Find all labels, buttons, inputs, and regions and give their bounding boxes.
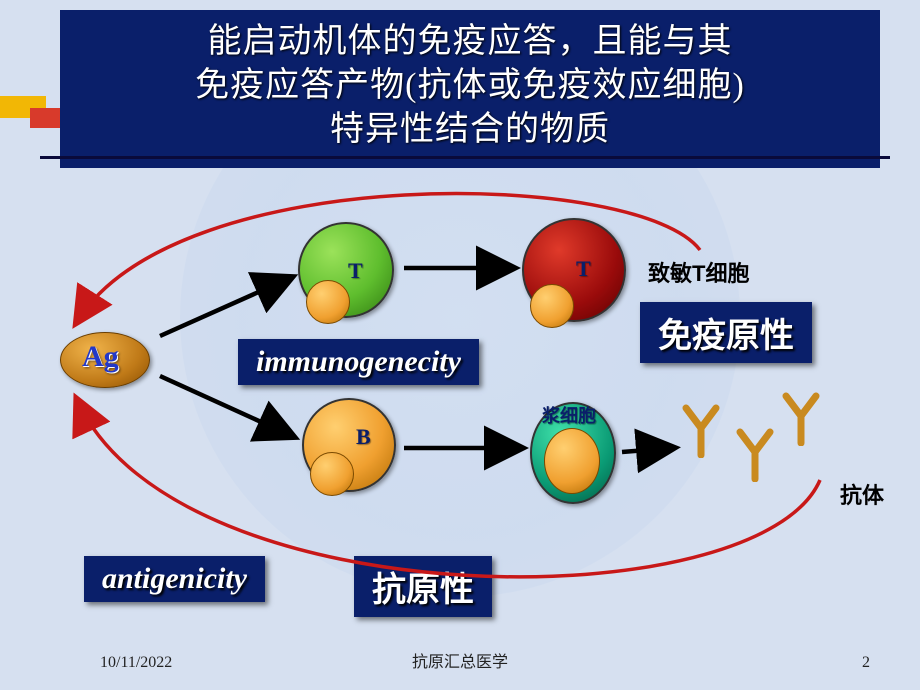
t-primed-letter: T bbox=[576, 256, 591, 282]
t-naive-nucleus bbox=[306, 280, 350, 324]
footer-page: 2 bbox=[862, 654, 870, 672]
antigenicity-cn-box: 抗原性 bbox=[354, 556, 492, 617]
title-line2: 免疫应答产物(抗体或免疫效应细胞) bbox=[80, 64, 860, 108]
immunogenecity-en: immunogenecity bbox=[256, 345, 461, 378]
plasma-nucleus bbox=[544, 428, 600, 494]
ag-text: Ag bbox=[82, 340, 119, 374]
title-box: 能启动机体的免疫应答，且能与其 免疫应答产物(抗体或免疫效应细胞) 特异性结合的… bbox=[60, 10, 880, 168]
b-naive-letter: B bbox=[356, 424, 371, 450]
antibody-3 bbox=[776, 388, 826, 446]
footer-center: 抗原汇总医学 bbox=[0, 648, 920, 672]
title-underline bbox=[40, 156, 890, 159]
plasma-label: 浆细胞 bbox=[542, 402, 596, 428]
antigenicity-en: antigenicity bbox=[102, 562, 247, 595]
t-sens-label: 致敏T细胞 bbox=[648, 256, 749, 288]
immunogenecity-cn: 免疫原性 bbox=[658, 318, 794, 355]
antigenicity-en-box: antigenicity bbox=[84, 556, 265, 602]
t-primed-nucleus bbox=[530, 284, 574, 328]
t-naive-letter: T bbox=[348, 258, 363, 284]
antibody-1 bbox=[676, 400, 726, 458]
immunogenecity-cn-box: 免疫原性 bbox=[640, 302, 812, 363]
antibody-label: 抗体 bbox=[840, 478, 884, 510]
antigenicity-cn: 抗原性 bbox=[372, 572, 474, 609]
title-line3: 特异性结合的物质 bbox=[80, 108, 860, 152]
antibody-2 bbox=[730, 424, 780, 482]
b-naive-nucleus bbox=[310, 452, 354, 496]
immunogenecity-en-box: immunogenecity bbox=[238, 339, 479, 385]
title-line1: 能启动机体的免疫应答，且能与其 bbox=[80, 20, 860, 64]
